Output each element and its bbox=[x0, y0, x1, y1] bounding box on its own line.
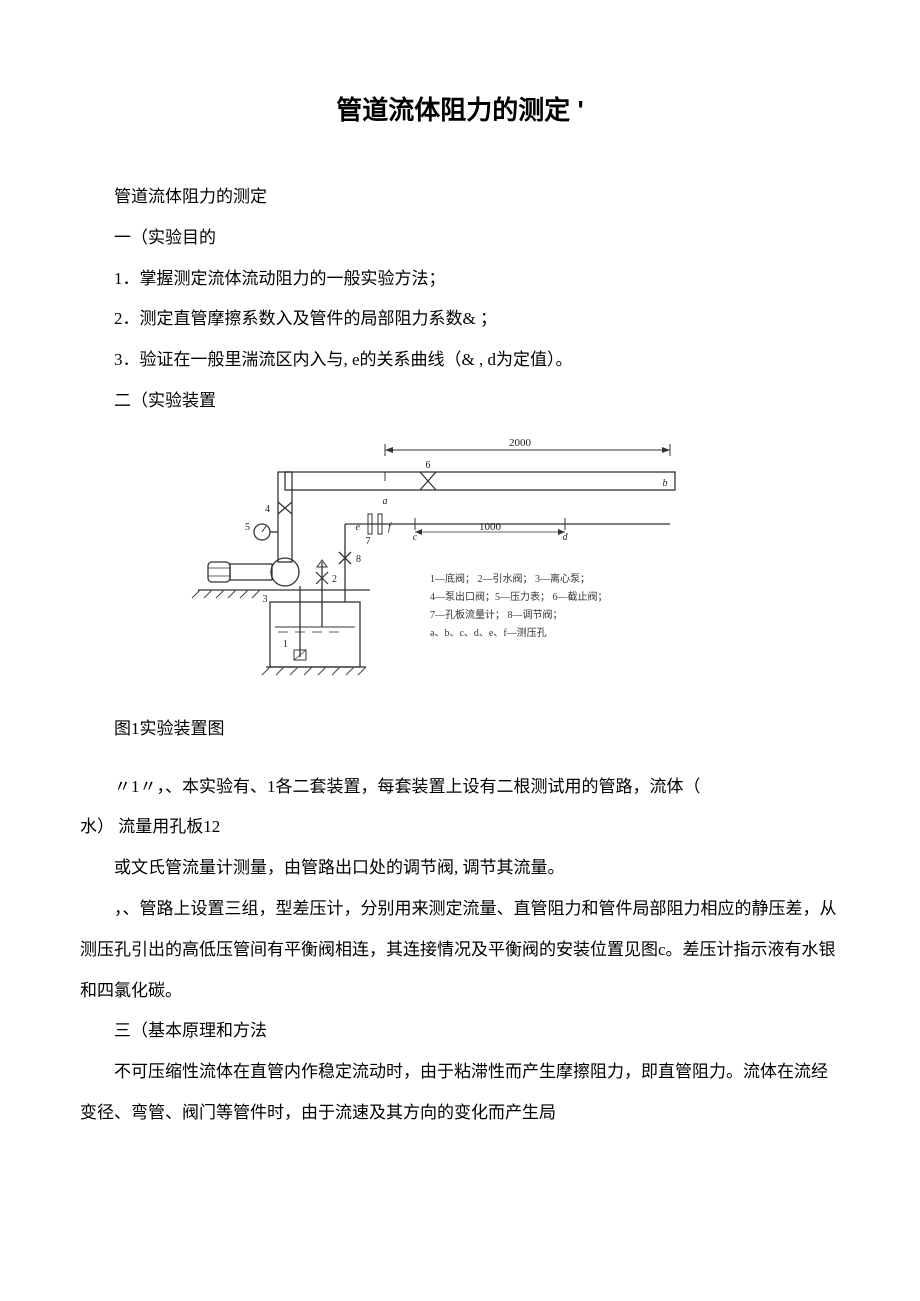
figure-legend: 1—底阀； 2—引水阀； 3—离心泵； 4—泵出口阀；5—压力表； 6—截止阀；… bbox=[430, 572, 608, 639]
paragraph: 不可压缩性流体在直管内作稳定流动时，由于粘滞性而产生摩擦阻力，即直管阻力。流体在… bbox=[80, 1052, 840, 1134]
label-4: 4 bbox=[265, 504, 270, 515]
label-5: 5 bbox=[245, 522, 250, 533]
figure-container: 2000 6 a b 4 bbox=[170, 432, 840, 692]
pump: 3 bbox=[208, 558, 299, 605]
figure-caption: 图1实验装置图 bbox=[80, 709, 840, 750]
legend-row: 4—泵出口阀；5—压力表； 6—截止阀； bbox=[430, 590, 608, 603]
apparatus-diagram: 2000 6 a b 4 bbox=[170, 432, 690, 692]
dim-top-value: 2000 bbox=[509, 437, 532, 449]
dim-mid-value: 1000 bbox=[479, 521, 502, 533]
middle-pipe: e 7 f c d 1000 bbox=[345, 514, 670, 547]
label-d: d bbox=[563, 532, 569, 543]
legend-row: 7—孔板流量计； 8—调节阀； bbox=[430, 608, 563, 621]
label-6: 6 bbox=[426, 460, 431, 471]
label-8: 8 bbox=[356, 554, 361, 565]
document-page: 管道流体阻力的测定 ' 管道流体阻力的测定 一（实验目的 1．掌握测定流体流动阻… bbox=[0, 0, 920, 1194]
tank: 1 2 bbox=[262, 560, 366, 675]
paragraph: ，、管路上设置三组，型差压计，分别用来测定流量、直管阻力和管件局部阻力相应的静压… bbox=[80, 889, 840, 1011]
section-heading: 三（基本原理和方法 bbox=[80, 1011, 840, 1052]
paragraph: 管道流体阻力的测定 bbox=[80, 177, 840, 218]
label-a: a bbox=[383, 496, 388, 507]
list-item: 1．掌握测定流体流动阻力的一般实验方法； bbox=[80, 259, 840, 300]
label-2: 2 bbox=[332, 574, 337, 585]
section-heading: 二（实验装置 bbox=[80, 381, 840, 422]
label-c: c bbox=[413, 532, 418, 543]
upper-pipe: 6 a b bbox=[285, 460, 675, 507]
section-heading: 一（实验目的 bbox=[80, 218, 840, 259]
label-e: e bbox=[356, 522, 361, 533]
page-title: 管道流体阻力的测定 ' bbox=[80, 90, 840, 127]
dimension-top: 2000 bbox=[385, 437, 670, 456]
label-1: 1 bbox=[283, 639, 288, 650]
list-item: 3．验证在一般里湍流区内入与, e的关系曲线（& , d为定值）。 bbox=[80, 340, 840, 381]
legend-row: a、b、c、d、e、f—测压孔 bbox=[430, 626, 547, 639]
paragraph: 或文氏管流量计测量，由管路出口处的调节阀, 调节其流量。 bbox=[80, 848, 840, 889]
paragraph: 〃1〃，、本实验有、1各二套装置，每套装置上设有二根测试用的管路，流体（ bbox=[80, 767, 840, 808]
ground-hatch bbox=[192, 590, 370, 598]
paragraph: 水） 流量用孔板12 bbox=[80, 807, 840, 848]
label-7: 7 bbox=[366, 536, 371, 547]
label-b: b bbox=[663, 478, 668, 489]
legend-row: 1—底阀； 2—引水阀； 3—离心泵； bbox=[430, 572, 590, 585]
label-3: 3 bbox=[263, 594, 268, 605]
list-item: 2．测定直管摩擦系数入及管件的局部阻力系数& ； bbox=[80, 299, 840, 340]
